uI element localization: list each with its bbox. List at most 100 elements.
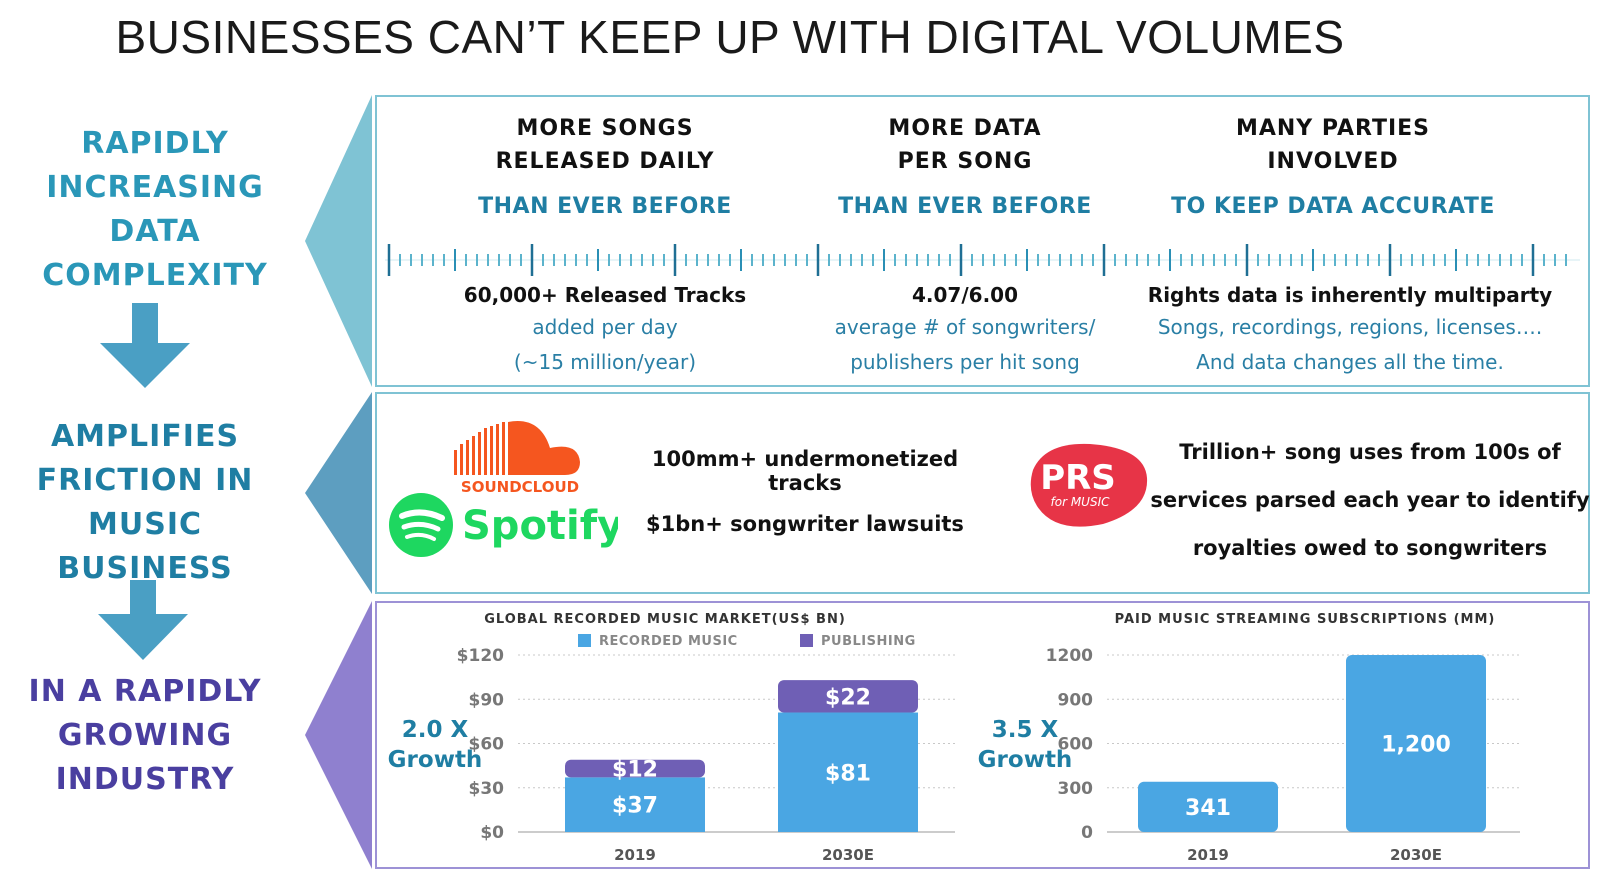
y-tick-label: 900: [1058, 690, 1094, 710]
market-chart: $0 $30 $60 $90 $120 $37 $12 2019 $81 $22 2030E: [457, 646, 955, 864]
side-line: DATA: [109, 214, 201, 249]
growth-word: Growth: [977, 747, 1073, 773]
bar-value-label: 341: [1185, 796, 1231, 821]
down-arrow-icon: [100, 303, 190, 388]
side-label-industry: IN A RAPIDLY GROWING INDUSTRY: [10, 670, 280, 802]
y-tick-label: 1200: [1046, 646, 1093, 666]
prs-description: Trillion+ song uses from 100s of service…: [1150, 428, 1590, 572]
growth-word: Growth: [387, 747, 483, 773]
x-tick-label: 2030E: [1390, 846, 1442, 864]
column-heading: INVOLVED: [1267, 149, 1399, 174]
bar-value-label: $22: [825, 685, 871, 710]
chevron-industry: [305, 601, 372, 869]
stat-description: average # of songwriters/: [834, 315, 1096, 339]
bar-segment: [565, 777, 705, 832]
growth-multiplier: 2.0 X: [401, 717, 469, 743]
prs-wordmark: PRS: [1040, 458, 1116, 498]
legend-swatch: [578, 634, 591, 647]
growth-label-subscriptions: 3.5 X Growth: [975, 715, 1075, 775]
stat-description: publishers per hit song: [850, 350, 1080, 374]
legend-recorded: RECORDED MUSIC: [578, 634, 738, 649]
stat-parties: Rights data is inherently multiparty Son…: [1135, 283, 1565, 380]
legend-swatch: [800, 634, 813, 647]
chart-title-market: GLOBAL RECORDED MUSIC MARKET(US$ BN): [484, 612, 846, 627]
y-tick-label: $120: [457, 646, 504, 666]
prs-line: Trillion+ song uses from 100s of: [1179, 440, 1561, 464]
spotify-wordmark: Spotify: [462, 503, 618, 549]
column-heading: MANY PARTIES: [1235, 116, 1431, 141]
bar-value-label: 1,200: [1381, 733, 1451, 758]
legend-publishing: PUBLISHING: [800, 634, 916, 649]
y-tick-label: $0: [480, 823, 504, 843]
column-heading: MORE DATA: [888, 116, 1042, 141]
friction-stat-lawsuits: $1bn+ songwriter lawsuits: [646, 512, 964, 536]
prs-line: services parsed each year to identify: [1150, 488, 1590, 512]
bar-segment: [778, 680, 918, 713]
bar: [1138, 781, 1278, 832]
bar-value-label: $37: [612, 794, 658, 819]
stat-value: 4.07/6.00: [912, 283, 1018, 307]
page-title: BUSINESSES CAN’T KEEP UP WITH DIGITAL VO…: [115, 11, 1345, 63]
stat-data: 4.07/6.00 average # of songwriters/ publ…: [785, 283, 1145, 380]
bar-value-label: $81: [825, 761, 871, 786]
stat-value: 60,000+ Released Tracks: [463, 283, 747, 307]
stat-songs: 60,000+ Released Tracks added per day (~…: [415, 283, 795, 380]
column-parties: MANY PARTIES INVOLVED TO KEEP DATA ACCUR…: [1153, 112, 1513, 219]
y-tick-label: $30: [469, 779, 505, 799]
friction-panel: [375, 392, 1590, 594]
column-songs: MORE SONGS RELEASED DAILY THAN EVER BEFO…: [425, 112, 785, 219]
side-line: FRICTION IN: [36, 463, 254, 498]
y-tick-label: 300: [1058, 779, 1094, 799]
column-subheading: THAN EVER BEFORE: [478, 194, 732, 219]
complexity-panel: [375, 95, 1590, 387]
growth-multiplier: 3.5 X: [991, 717, 1059, 743]
side-line: AMPLIFIES: [50, 419, 240, 454]
stat-description: Songs, recordings, regions, licenses….: [1157, 315, 1543, 339]
y-tick-label: $60: [469, 735, 505, 755]
stat-description: (~15 million/year): [513, 350, 697, 374]
chevron-complexity: [305, 95, 372, 387]
friction-stat-tracks: 100mm+ undermonetized tracks: [651, 447, 959, 495]
side-line: COMPLEXITY: [42, 258, 268, 293]
x-tick-label: 2030E: [822, 846, 874, 864]
column-data: MORE DATA PER SONG THAN EVER BEFORE: [785, 112, 1145, 219]
x-tick-label: 2019: [1187, 846, 1229, 864]
bar-segment: [565, 759, 705, 778]
legend-label: PUBLISHING: [821, 634, 916, 649]
prs-line: royalties owed to songwriters: [1192, 536, 1548, 560]
bar: [1346, 655, 1486, 832]
prs-tagline: for MUSIC: [1051, 495, 1111, 509]
stat-description: And data changes all the time.: [1196, 350, 1504, 374]
chart-title-subscriptions: PAID MUSIC STREAMING SUBSCRIPTIONS (MM): [1114, 612, 1496, 627]
side-label-complexity: RAPIDLY INCREASING DATA COMPLEXITY: [10, 122, 300, 298]
bar-segment: [778, 712, 918, 832]
subscriptions-chart: 0 300 600 900 1200 341 2019 1,200 2030E: [1046, 646, 1520, 864]
x-tick-label: 2019: [614, 846, 656, 864]
prs-logo: PRS for MUSIC: [1030, 443, 1148, 527]
side-line: MUSIC BUSINESS: [57, 507, 233, 586]
bar-value-label: $12: [612, 758, 658, 783]
industry-panel: [375, 601, 1590, 869]
soundcloud-logo: SOUNDCLOUD: [454, 421, 580, 496]
growth-label-market: 2.0 X Growth: [385, 715, 485, 775]
side-label-friction: AMPLIFIES FRICTION IN MUSIC BUSINESS: [0, 415, 290, 591]
y-tick-label: 0: [1081, 823, 1093, 843]
side-line: INDUSTRY: [55, 762, 235, 797]
soundcloud-wordmark: SOUNDCLOUD: [461, 478, 579, 496]
side-line: INCREASING: [46, 170, 264, 205]
chevron-friction: [305, 392, 372, 594]
column-subheading: THAN EVER BEFORE: [838, 194, 1092, 219]
spotify-logo: Spotify: [389, 493, 618, 557]
y-tick-label: 600: [1058, 735, 1094, 755]
column-heading: RELEASED DAILY: [495, 149, 715, 174]
flow-arrows: [98, 95, 372, 869]
stat-value: Rights data is inherently multiparty: [1147, 283, 1553, 307]
stat-description: added per day: [532, 315, 678, 339]
column-heading: PER SONG: [897, 149, 1033, 174]
column-subheading: TO KEEP DATA ACCURATE: [1171, 194, 1495, 219]
legend-label: RECORDED MUSIC: [599, 634, 738, 649]
column-heading: MORE SONGS: [516, 116, 694, 141]
y-tick-label: $90: [469, 690, 505, 710]
tick-ruler: [385, 244, 1580, 276]
side-line: RAPIDLY: [81, 126, 229, 161]
